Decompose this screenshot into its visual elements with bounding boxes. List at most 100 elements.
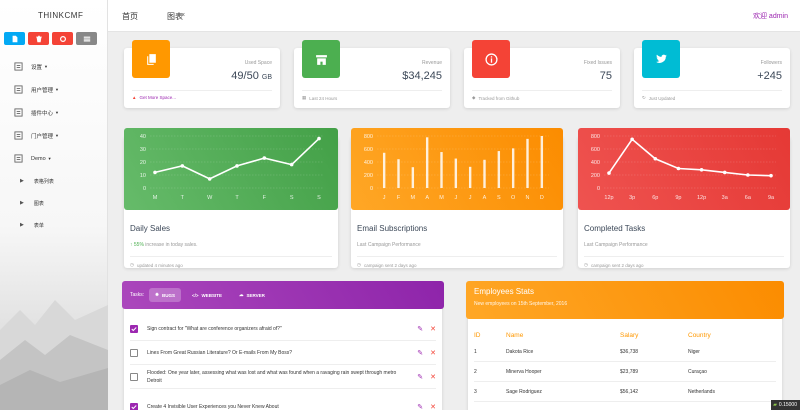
table-cell: 3: [474, 388, 477, 395]
stat-category: Fixed Issues: [583, 60, 612, 66]
task-row: Create 4 Invisible User Experiences you …: [130, 395, 436, 410]
tab-server[interactable]: ☁ SERVER: [239, 292, 265, 298]
email-subscriptions-chart: 0 200 400 600 800 J F M A M J J A S O N D: [364, 134, 549, 201]
list-button[interactable]: [76, 32, 97, 45]
chart-card-email-subscriptions: 0 200 400 600 800 J F M A M J J A S O N D Email Subscrip…: [351, 128, 563, 268]
chart-card-completed-tasks: 0 200 400 600 800 12p 3p 6p 9p 12p 3a 6a 9a Complete…: [578, 128, 790, 268]
close-icon[interactable]: ✕: [430, 349, 436, 357]
sidebar-subitem-charts[interactable]: ▶ 图表: [0, 192, 107, 214]
edit-icon[interactable]: ✎: [417, 403, 424, 410]
recycle-button[interactable]: [52, 32, 73, 45]
chart-description: Last Campaign Performance: [357, 242, 421, 248]
data-point: [653, 156, 658, 161]
x-tick-label: 9p: [675, 195, 681, 201]
plugin-icon: [14, 108, 23, 117]
table-cell: Sage Rodriguez: [506, 388, 542, 395]
y-tick-label: 0: [597, 186, 600, 192]
column-header: Name: [506, 331, 524, 339]
x-tick-label: 12p: [697, 195, 706, 201]
sidebar-menu: 设置 ▼ 用户管理 ▼ 插件中心 ▼ 门户管理 ▼ Demo ▼ ▶ 表格列表 ▶ 图表 ▶ 表…: [0, 55, 107, 236]
bar: [411, 167, 415, 188]
task-actions: ✎ ✕: [417, 373, 436, 381]
edit-icon[interactable]: ✎: [417, 349, 424, 357]
series-line: [154, 138, 320, 180]
x-tick-label: T: [181, 195, 185, 201]
x-tick-label: N: [526, 195, 530, 201]
task-text: Flooded: One year later, assessing what …: [147, 369, 397, 384]
x-tick-label: M: [411, 195, 416, 201]
caret-right-icon: ▶: [20, 222, 24, 228]
list-icon: [83, 36, 90, 41]
x-tick-label: 9a: [768, 195, 775, 201]
sidebar-subitem-form[interactable]: ▶ 表单: [0, 214, 107, 236]
stat-value: 49/50 GB: [231, 70, 272, 82]
stat-value: 75: [599, 70, 612, 82]
edit-icon[interactable]: ✎: [417, 325, 424, 333]
close-icon[interactable]: ✕: [430, 403, 436, 410]
data-point: [699, 168, 704, 172]
brand-logo[interactable]: THINKCMF: [38, 11, 84, 20]
x-tick-label: S: [290, 195, 294, 201]
stat-category: Followers: [760, 60, 782, 66]
stat-icon-box: [302, 40, 340, 78]
mountain-background: [0, 300, 108, 410]
task-text: Lines From Great Russian Literature? Or …: [147, 349, 293, 356]
task-row: Flooded: One year later, assessing what …: [130, 365, 436, 389]
task-checkbox[interactable]: [130, 324, 138, 333]
close-icon[interactable]: ✕: [430, 325, 436, 333]
get-more-space-link[interactable]: Get More Space...: [139, 95, 176, 100]
sidebar: THINKCMF 设置 ▼ 用户管理 ▼ 插件中心 ▼ 门户管理 ▼: [0, 0, 108, 410]
x-tick-label: A: [483, 195, 487, 201]
close-icon[interactable]: ✕: [430, 373, 436, 381]
task-checkbox[interactable]: [130, 372, 138, 381]
y-tick-label: 20: [140, 160, 146, 166]
new-file-button[interactable]: [4, 32, 25, 45]
stat-category: Used Space: [244, 60, 272, 66]
tab-close-icon[interactable]: ×: [181, 12, 186, 19]
tab-home[interactable]: 首页: [122, 12, 138, 21]
sidebar-item-plugins[interactable]: 插件中心 ▼: [0, 101, 107, 124]
data-point: [746, 173, 750, 177]
y-tick-label: 400: [591, 160, 600, 166]
caret-right-icon: ▶: [20, 178, 24, 184]
x-tick-label: J: [454, 195, 457, 201]
user-menu-link[interactable]: 欢迎 admin: [752, 13, 788, 20]
y-tick-label: 10: [140, 173, 146, 179]
chart-footer: ◷ updated 4 minutes ago: [130, 256, 332, 268]
status-badge: ▰ 0.15000: [771, 400, 800, 410]
stat-card-revenue: Revenue $34,245 ▦ Last 24 Hours: [294, 40, 450, 108]
y-tick-label: 200: [364, 173, 373, 179]
tab-bugs[interactable]: ✹ BUGS: [149, 288, 181, 302]
tasks-card: Tasks: ✹ BUGS </> WEBSITE ☁ SERVER Sign con…: [122, 281, 444, 410]
data-point: [289, 162, 294, 167]
delete-button[interactable]: [28, 32, 49, 45]
x-tick-label: J: [383, 195, 386, 201]
y-tick-label: 0: [370, 186, 373, 192]
table-cell: Netherlands: [688, 388, 715, 395]
x-tick-label: A: [425, 195, 429, 201]
sidebar-item-portal[interactable]: 门户管理 ▼: [0, 124, 107, 147]
chart-footer: ◷ campaign sent 2 days ago: [584, 256, 784, 268]
y-tick-label: 200: [591, 173, 600, 179]
warning-icon: ▲: [132, 95, 137, 100]
task-row: Lines From Great Russian Literature? Or …: [130, 341, 436, 365]
sidebar-item-users[interactable]: 用户管理 ▼: [0, 78, 107, 101]
sidebar-item-settings[interactable]: 设置 ▼: [0, 55, 107, 78]
tab-website[interactable]: </> WEBSITE: [191, 292, 222, 298]
sidebar-subitem-label: 表格列表: [33, 178, 54, 185]
tag-icon: ◆: [472, 95, 476, 100]
task-checkbox[interactable]: [130, 348, 138, 357]
cloud-icon: ☁: [239, 292, 244, 297]
daily-sales-chart: 0 10 20 30 40 M T W T F S S: [140, 134, 324, 201]
task-checkbox[interactable]: [130, 402, 138, 410]
task-actions: ✎ ✕: [417, 325, 436, 333]
sidebar-item-demo[interactable]: Demo ▼: [0, 147, 107, 170]
caret-down-icon: ▼: [47, 156, 52, 161]
stat-value: +245: [757, 70, 782, 82]
table-cell: Minerva Hooper: [506, 368, 542, 375]
sidebar-subitem-table[interactable]: ▶ 表格列表: [0, 170, 107, 192]
caret-down-icon: ▼: [55, 110, 59, 115]
stat-card-fixed-issues: Fixed Issues 75 ◆ Tracked from Github: [464, 40, 620, 108]
edit-icon[interactable]: ✎: [417, 373, 424, 381]
tab-charts[interactable]: 图表: [167, 12, 183, 21]
